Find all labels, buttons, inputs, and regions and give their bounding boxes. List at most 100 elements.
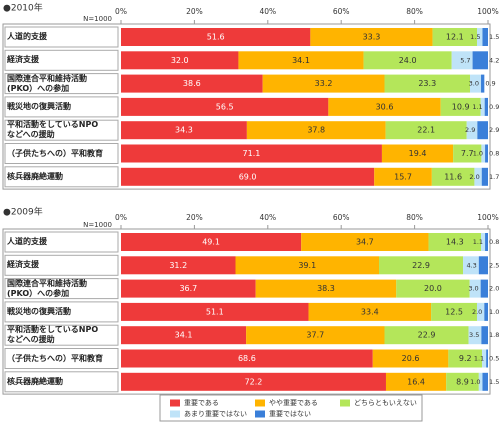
bar-segment [121, 349, 373, 368]
category-label: 核兵器廃絶運動 [7, 376, 63, 386]
bar-segment [469, 279, 481, 298]
value-label: 1.1 [474, 355, 484, 363]
value-label: 1.1 [472, 103, 482, 111]
bar-segment [453, 144, 482, 163]
bar-segment [379, 256, 464, 275]
bar-segment [385, 372, 447, 391]
bar-segment [363, 51, 452, 70]
value-label: 20.6 [402, 354, 420, 363]
value-label: 33.2 [315, 79, 333, 88]
category-box [4, 231, 119, 253]
value-label: 8.9 [456, 377, 469, 386]
value-label: 20.0 [424, 284, 442, 293]
legend-box [159, 394, 423, 422]
bar-segment [463, 256, 479, 275]
bar-segment [121, 302, 309, 321]
value-label: 69.0 [239, 172, 257, 181]
value-label: 11.6 [444, 172, 462, 181]
value-label: 49.1 [202, 238, 220, 247]
value-label: 2.0 [489, 285, 499, 293]
value-label: 12.5 [445, 307, 463, 316]
value-label: 2.5 [489, 261, 499, 269]
bar-segment [121, 51, 239, 70]
value-label: 1.1 [473, 238, 483, 246]
value-label: 4.3 [466, 261, 476, 269]
value-label: 1.0 [470, 378, 480, 386]
plot-frame [2, 23, 491, 190]
value-label: 2.9 [489, 126, 499, 134]
category-box [4, 119, 119, 141]
category-box [4, 73, 119, 95]
bar-segment [310, 28, 433, 46]
bar-segment [384, 74, 471, 93]
category-label: 経済支援 [7, 55, 39, 65]
x-tick-label: 80% [406, 213, 423, 222]
category-label: 国際連合平和維持活動 (PKO）への参加 [7, 73, 87, 93]
legend-swatch [170, 399, 180, 407]
value-label: 0.8 [489, 238, 499, 246]
value-label: 34.3 [175, 126, 193, 135]
bar-segment [481, 144, 486, 163]
bar-segment [481, 74, 485, 93]
value-label: 23.3 [418, 79, 436, 88]
value-label: 0.9 [485, 80, 495, 88]
category-label: 人道的支援 [7, 237, 47, 246]
bar-segment [255, 279, 397, 298]
bar-segment [385, 121, 467, 140]
value-label: 56.5 [216, 102, 234, 111]
value-label: 0.9 [489, 103, 499, 111]
bar-segment [472, 51, 488, 70]
bar-segment [448, 349, 483, 368]
bar-segment [121, 144, 382, 163]
bar-segment [381, 144, 454, 163]
bar-segment [474, 167, 482, 186]
legend-label: やや重要である [269, 399, 318, 407]
bar-segment [328, 97, 441, 116]
bar-segment [121, 233, 302, 251]
value-label: 1.5 [489, 378, 499, 386]
category-label: 平和活動をしているNPO などへの援助 [7, 120, 99, 140]
value-label: 2.0 [472, 308, 482, 316]
bar-segment [372, 349, 449, 368]
category-label: （子供たちへの）平和教育 [7, 148, 103, 158]
legend-label: どちらともいえない [354, 399, 417, 407]
value-label: 36.7 [179, 284, 197, 293]
value-label: 39.1 [298, 261, 316, 270]
bar-segment [121, 372, 386, 391]
value-label: 33.4 [361, 307, 379, 316]
plot-frame [2, 228, 491, 395]
x-tick-label: 20% [186, 7, 203, 16]
x-tick-label: 20% [186, 213, 203, 222]
value-label: 1.7 [489, 173, 499, 181]
value-label: 3.0 [468, 285, 478, 293]
bar-segment [301, 233, 429, 251]
bar-segment [485, 144, 488, 163]
x-tick-label: 100% [477, 7, 498, 16]
bar-segment [246, 121, 386, 140]
bar-segment [484, 302, 488, 321]
bar-segment [482, 349, 487, 368]
bar-segment [374, 167, 432, 186]
x-tick-label: 40% [259, 213, 276, 222]
bar-segment [384, 326, 469, 345]
value-label: 31.2 [169, 261, 187, 270]
value-label: 1.5 [489, 33, 499, 41]
bar-segment [470, 74, 482, 93]
value-label: 51.1 [206, 307, 224, 316]
bar-segment [451, 51, 473, 70]
sample-size: N=1000 [83, 15, 112, 23]
bar-segment [308, 302, 432, 321]
category-box [4, 254, 119, 276]
bar-segment [482, 372, 488, 391]
value-label: 37.7 [306, 331, 324, 340]
x-tick-label: 40% [259, 7, 276, 16]
bar-segment [440, 97, 481, 116]
value-label: 34.7 [356, 238, 374, 247]
bar-segment [428, 233, 482, 251]
category-box [4, 166, 119, 188]
x-tick-label: 60% [333, 7, 350, 16]
value-label: 1.8 [489, 331, 499, 339]
legend-label: 重要である [184, 399, 219, 407]
category-box [4, 26, 119, 48]
